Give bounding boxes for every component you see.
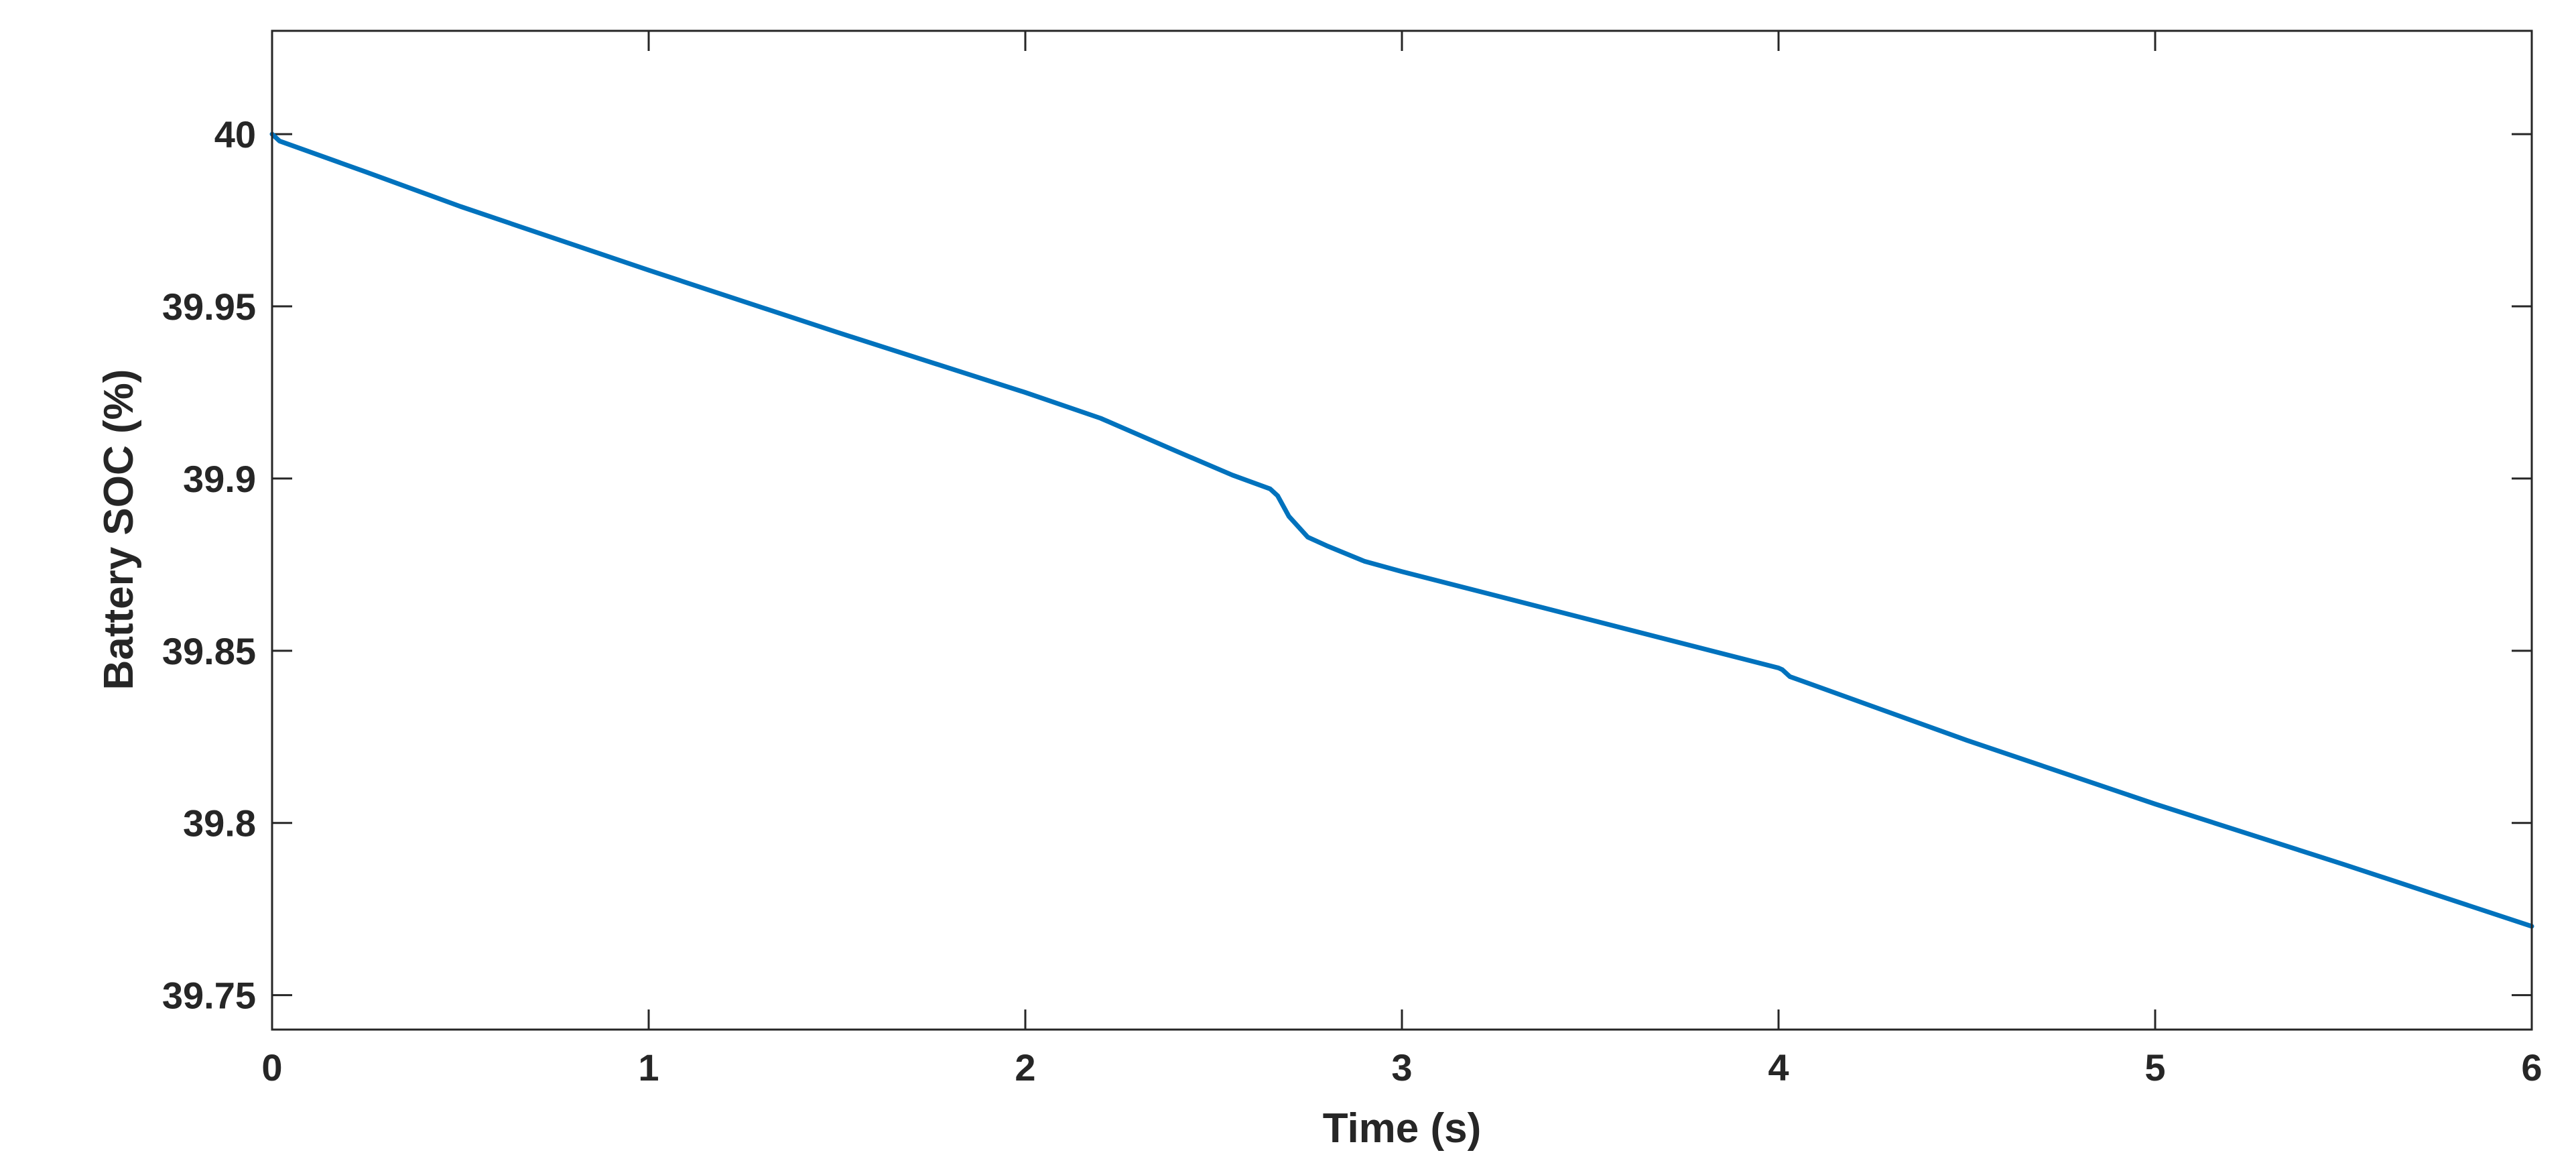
y-tick-label: 39.75: [162, 975, 256, 1017]
x-tick-label: 6: [2521, 1046, 2542, 1089]
axes-box: [271, 29, 2533, 1031]
x-axis-label: Time (s): [1323, 1105, 1482, 1152]
x-tick-label: 5: [2144, 1046, 2165, 1089]
series-line-battery-soc: [269, 131, 2534, 929]
y-axis-label: Battery SOC (%): [96, 369, 142, 690]
y-tick-label: 39.95: [162, 286, 256, 328]
y-tick-label: 39.8: [183, 802, 256, 845]
x-tick-label: 4: [1768, 1046, 1789, 1089]
series-layer: [269, 131, 2534, 929]
y-tick-label: 39.85: [162, 630, 256, 672]
x-tick-label: 1: [638, 1046, 659, 1089]
y-tick-label: 40: [214, 113, 256, 156]
y-tick-label: 39.9: [183, 458, 256, 500]
tick-labels-layer: 0 1 2 3 4 5 6 39.75 39.8 39.85 39.9 39.95 40: [162, 113, 2542, 1089]
x-tick-label: 3: [1391, 1046, 1412, 1089]
x-tick-label: 2: [1015, 1046, 1035, 1089]
plot-area: [272, 31, 2532, 1030]
x-tick-label: 0: [261, 1046, 282, 1089]
